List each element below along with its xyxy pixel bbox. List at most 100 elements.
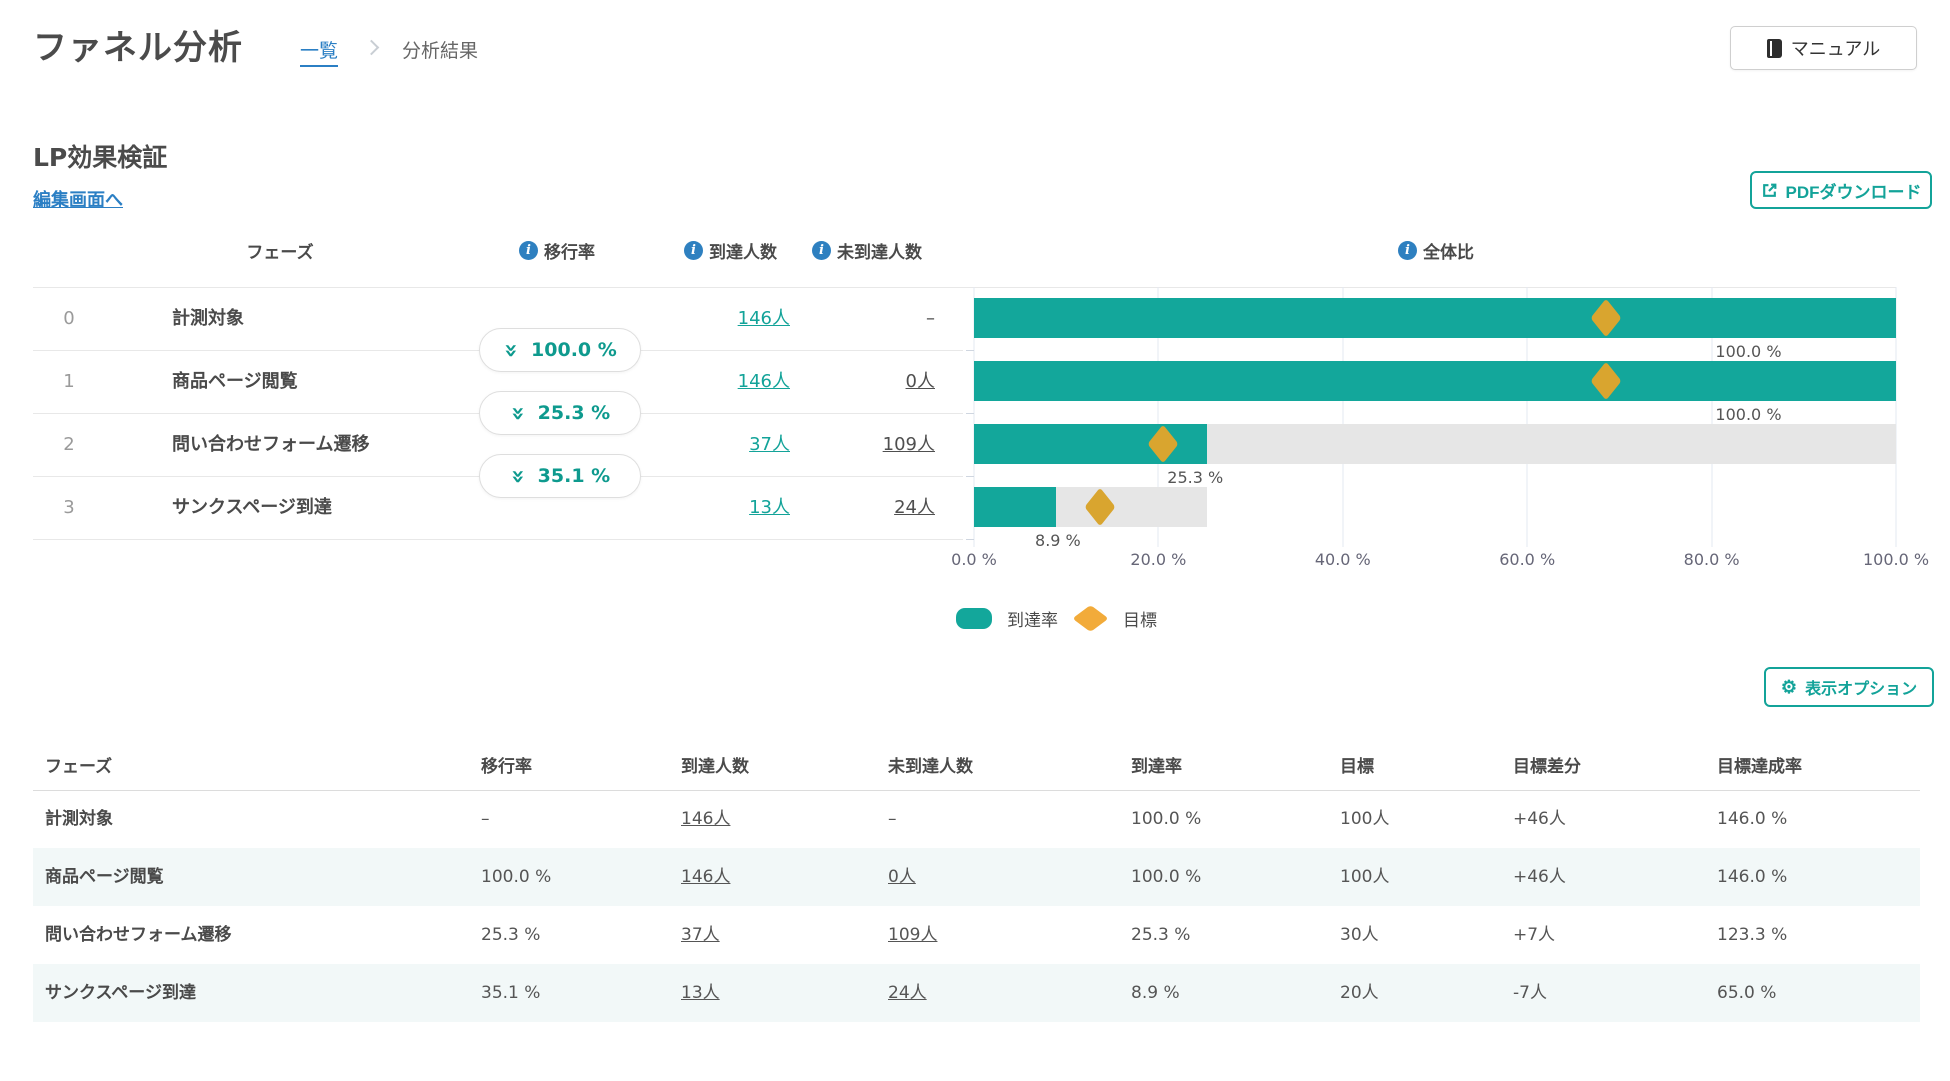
reach-rate-bar[interactable]: [974, 487, 1057, 527]
table-row: 商品ページ閲覧 100.0 % 146人 0人 100.0 % 100人 +46…: [33, 848, 1920, 906]
funnel-header-not-reached-label: 未到達人数: [837, 242, 922, 263]
cell-not-reached-link[interactable]: 109人: [888, 925, 938, 945]
cell-phase: 商品ページ閲覧: [45, 867, 164, 887]
transition-rate-value: 100.0 %: [531, 339, 617, 361]
edit-screen-link[interactable]: 編集画面へ: [33, 190, 123, 211]
x-axis: 0.0 % 20.0 % 40.0 % 60.0 % 80.0 % 100.0 …: [951, 550, 1929, 572]
table-row: サンクスページ到達 35.1 % 13人 24人 8.9 % 20人 -7人 6…: [33, 964, 1920, 1022]
phase-index: 0: [63, 308, 75, 329]
cell-reached-link[interactable]: 13人: [681, 983, 720, 1003]
x-axis-tick-label: 40.0 %: [1314, 550, 1371, 569]
cell-target: 100人: [1340, 867, 1390, 887]
funnel-header-reached-label: 到達人数: [709, 242, 777, 263]
gear-icon: ⚙: [1780, 677, 1798, 697]
x-axis-tick-label: 0.0 %: [951, 550, 997, 569]
funnel-header-overall-label: 全体比: [1423, 242, 1474, 263]
bar-value-label: 100.0 %: [1715, 342, 1782, 361]
chart-legend: 到達率 目標: [956, 605, 1157, 632]
not-reached-count: –: [926, 308, 935, 329]
funnel-header-phase: フェーズ: [180, 238, 380, 263]
legend-reach-rate-label: 到達率: [1007, 611, 1058, 631]
chart-bar-row: 100.0 %: [974, 361, 1896, 424]
cell-transition: 25.3 %: [481, 925, 541, 945]
overall-ratio-chart: 100.0 % 100.0 % 25.3 % 8.9 %: [966, 287, 1897, 550]
reached-count-link[interactable]: 146人: [737, 308, 790, 329]
reach-rate-bar[interactable]: [974, 361, 1896, 401]
cell-reach-rate: 100.0 %: [1131, 867, 1202, 887]
cell-phase: 問い合わせフォーム遷移: [45, 925, 232, 945]
transition-rate-value: 35.1 %: [537, 465, 611, 487]
phase-name: 問い合わせフォーム遷移: [172, 434, 370, 455]
cell-target: 20人: [1340, 983, 1379, 1003]
gridline: [1342, 287, 1344, 547]
reached-count-link[interactable]: 13人: [749, 497, 790, 518]
transition-rate-pill: » 100.0 %: [479, 328, 641, 372]
reach-rate-bar[interactable]: [974, 298, 1896, 338]
phase-index: 3: [63, 497, 75, 518]
reached-count-link[interactable]: 37人: [749, 434, 790, 455]
manual-button[interactable]: マニュアル: [1730, 26, 1917, 70]
cell-transition: 35.1 %: [481, 983, 541, 1003]
gridline: [1526, 287, 1528, 547]
bar-value-label: 8.9 %: [1035, 531, 1081, 550]
cell-target-diff: +46人: [1513, 809, 1566, 829]
info-icon[interactable]: i: [684, 240, 703, 260]
cell-target-rate: 146.0 %: [1717, 867, 1788, 887]
table-header-reached: 到達人数: [681, 757, 749, 777]
row-divider: [33, 539, 963, 540]
cell-not-reached-link[interactable]: 0人: [888, 867, 916, 887]
x-axis-tick-label: 80.0 %: [1683, 550, 1740, 569]
not-reached-count-link[interactable]: 24人: [894, 497, 935, 518]
cell-target-diff: +46人: [1513, 867, 1566, 887]
cell-transition: –: [481, 809, 490, 829]
cell-transition: 100.0 %: [481, 867, 552, 887]
reached-count-link[interactable]: 146人: [737, 371, 790, 392]
cell-reached-link[interactable]: 146人: [681, 867, 731, 887]
manual-button-label: マニュアル: [1790, 39, 1881, 59]
breadcrumb-chevron-icon: [363, 39, 380, 56]
gridline: [1895, 287, 1897, 547]
cell-target-rate: 65.0 %: [1717, 983, 1777, 1003]
pdf-download-button[interactable]: PDFダウンロード: [1750, 171, 1932, 209]
table-header-target-diff: 目標差分: [1513, 757, 1581, 777]
phase-name: 商品ページ閲覧: [172, 371, 298, 392]
target-diamond-icon[interactable]: [1072, 605, 1109, 632]
funnel-header-reached: i 到達人数: [684, 238, 777, 263]
double-chevron-down-icon: »: [504, 468, 531, 484]
funnel-header-transition-rate: i 移行率: [519, 238, 595, 263]
info-icon[interactable]: i: [812, 240, 831, 260]
x-axis-tick-label: 20.0 %: [1130, 550, 1187, 569]
phase-index: 2: [63, 434, 75, 455]
not-reached-count-link[interactable]: 0人: [905, 371, 935, 392]
cell-reached-link[interactable]: 37人: [681, 925, 720, 945]
chart-bar-row: 100.0 %: [974, 298, 1896, 361]
cell-reach-rate: 8.9 %: [1131, 983, 1180, 1003]
gridline: [973, 287, 975, 547]
y-axis-tick: [966, 413, 974, 414]
x-axis-tick-label: 60.0 %: [1499, 550, 1556, 569]
cell-target-rate: 146.0 %: [1717, 809, 1788, 829]
not-reached-count-link[interactable]: 109人: [882, 434, 935, 455]
cell-target-diff: +7人: [1513, 925, 1556, 945]
funnel-row: 2 問い合わせフォーム遷移 37人 109人: [0, 413, 963, 476]
table-header-not-reached: 未到達人数: [888, 757, 973, 777]
breadcrumb-list-link[interactable]: 一覧: [300, 36, 339, 67]
chart-bar-row: 25.3 %: [974, 424, 1896, 487]
gridline: [1711, 287, 1713, 547]
cell-not-reached-link[interactable]: 24人: [888, 983, 927, 1003]
gridline: [1157, 287, 1159, 547]
reach-rate-swatch[interactable]: [956, 608, 992, 629]
display-options-button[interactable]: ⚙ 表示オプション: [1764, 667, 1934, 707]
funnel-row: 3 サンクスページ到達 13人 24人: [0, 476, 963, 539]
info-icon[interactable]: i: [1398, 240, 1417, 260]
header-divider: [33, 287, 1896, 288]
cell-phase: サンクスページ到達: [45, 983, 196, 1003]
funnel-row: 0 計測対象 146人 –: [0, 287, 963, 350]
pdf-download-label: PDFダウンロード: [1785, 182, 1922, 202]
info-icon[interactable]: i: [519, 240, 538, 260]
cell-reached-link[interactable]: 146人: [681, 809, 731, 829]
table-header-reach-rate: 到達率: [1131, 757, 1182, 777]
funnel-header-overall-ratio: i 全体比: [1398, 238, 1474, 263]
external-link-icon: [1762, 183, 1776, 197]
